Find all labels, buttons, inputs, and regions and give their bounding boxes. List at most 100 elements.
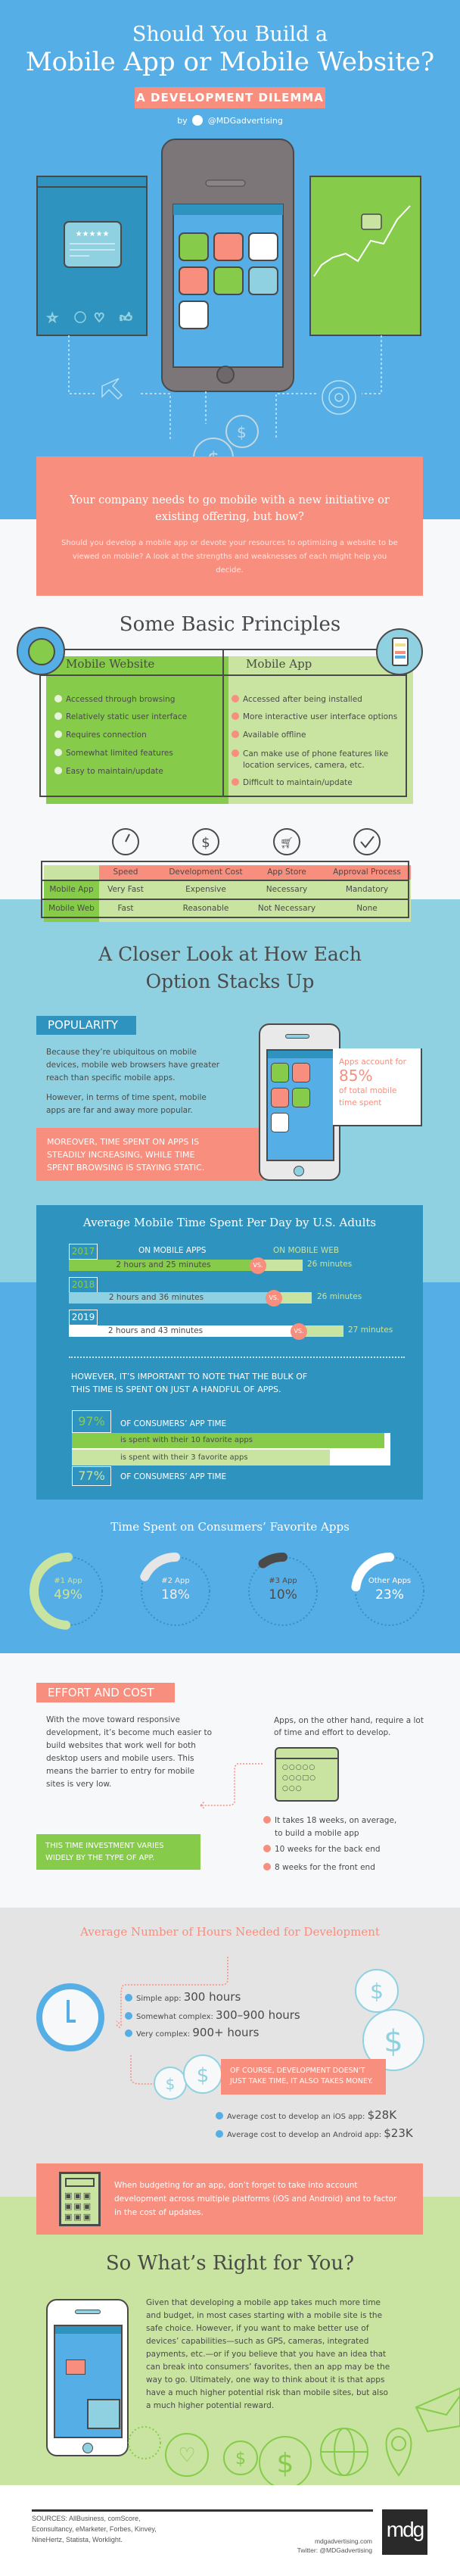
share-bar-97: is spent with their 10 favorite apps: [72, 1433, 384, 1448]
calculator-icon: ▣▣▣ ▣▣▣ ▣▣▣: [59, 2172, 101, 2226]
check-icon: [54, 730, 62, 738]
calendar-icon: ○○○○○ ○○○□○ ○○○: [275, 1747, 339, 1802]
app-item: Can make use of phone features like loca…: [232, 749, 402, 771]
dollar-icon: [192, 828, 219, 855]
svg-text:$: $: [237, 423, 247, 441]
cell: Very Fast: [107, 885, 144, 894]
col-speed: Speed: [113, 867, 138, 877]
donut-value: 18%: [161, 1587, 190, 1603]
pct-77: 77%: [72, 1466, 111, 1486]
title-line2: Mobile App or Mobile Website?: [25, 47, 435, 77]
website-heading: Mobile Website: [66, 657, 155, 671]
growth-chart-icon: [313, 205, 411, 277]
row-label: Mobile Web: [48, 904, 95, 913]
svg-text:$: $: [197, 2064, 210, 2087]
website-link[interactable]: mdgadvertising.com: [314, 2537, 372, 2545]
svg-text:$: $: [384, 2024, 402, 2059]
donut-arc: [258, 1553, 288, 1568]
apps-bar-2018: 2 hours and 36 minutes: [69, 1292, 274, 1304]
stat-callout: Apps account for 85% of total mobile tim…: [333, 1048, 422, 1126]
check-icon: [54, 712, 62, 720]
comparison-icons: $ 🛒︎: [112, 828, 381, 855]
conclusion-body: Given that developing a mobile app takes…: [146, 2298, 390, 2410]
bullet-icon: [232, 749, 239, 757]
cell: Expensive: [185, 885, 226, 894]
col-dev-cost: Development Cost: [169, 867, 243, 877]
svg-text:$: $: [277, 2448, 294, 2479]
effort-bullet: 10 weeks for the back end: [263, 1845, 381, 1854]
twitter-handle[interactable]: @MDGadvertising: [207, 116, 283, 126]
donut-value: 49%: [54, 1587, 82, 1603]
share-bar-77: is spent with their 3 favorite apps: [72, 1450, 330, 1466]
money-note: OF COURSE, DEVELOPMENT DOESN’T JUST TAKE…: [221, 2059, 386, 2095]
donut-arc: [30, 1553, 73, 1630]
twitter-link[interactable]: Twitter: @MDGadvertising: [297, 2546, 372, 2554]
hours-item: Simple app: 300 hours: [125, 1990, 241, 2004]
favorites-title: Time Spent on Consumers’ Favorite Apps: [110, 1520, 350, 1534]
thumbs-up-icon: 👍︎: [120, 310, 132, 325]
stat-value: 85%: [339, 1067, 373, 1085]
conclusion-title: So What’s Right for You?: [105, 2252, 355, 2275]
website-item: Relatively static user interface: [54, 712, 187, 721]
check-icon: [263, 1845, 271, 1852]
phone-icon: [376, 628, 423, 675]
app-item: Accessed after being installed: [232, 695, 362, 704]
hero-illustration: ★★★★★ ☆♡👍︎ $$$: [36, 139, 421, 492]
hours-title: Average Number of Hours Needed for Devel…: [80, 1925, 380, 1939]
check-icon: [125, 2029, 132, 2037]
location-pin-icon: [385, 2427, 412, 2477]
donut-label: #1 App: [54, 1577, 82, 1585]
apps-label: ON MOBILE APPS: [138, 1246, 207, 1255]
budget-box: ▣▣▣ ▣▣▣ ▣▣▣ When budgeting for an app, don…: [36, 2163, 423, 2235]
app-heading: Mobile App: [246, 657, 312, 671]
cost-item: Average cost to develop an Android app: …: [216, 2126, 413, 2140]
check-icon: [263, 1816, 271, 1824]
cursor-icon: [101, 378, 123, 400]
time-spent-title: Average Mobile Time Spent Per Day by U.S…: [82, 1216, 377, 1229]
donut-arc: [140, 1553, 180, 1581]
vs-badge: VS.: [250, 1257, 266, 1274]
bullet-icon: [232, 695, 239, 702]
dotted-connector: [116, 1957, 228, 2085]
share-label: OF CONSUMERS’ APP TIME: [120, 1472, 227, 1481]
closer-title-line1: A Closer Look at How Each: [98, 943, 362, 965]
cell: Fast: [117, 904, 134, 913]
donut-value: 10%: [269, 1587, 297, 1603]
year-2018: 2018: [69, 1277, 98, 1293]
website-item: Somewhat limited features: [54, 749, 173, 758]
favorites-donuts: [30, 1553, 424, 1630]
website-item: Easy to maintain/update: [54, 767, 163, 776]
popularity-callout: MOREOVER, TIME SPENT ON APPS IS STEADILY…: [36, 1128, 263, 1181]
col-app-store: App Store: [267, 867, 306, 877]
donut-label: Other Apps: [368, 1577, 412, 1585]
website-item: Accessed through browsing: [54, 695, 175, 704]
principles-title: Some Basic Principles: [119, 613, 341, 636]
check-icon: [54, 767, 62, 774]
cell: Mandatory: [345, 885, 389, 894]
apps-bar-2017: 2 hours and 25 minutes: [69, 1260, 258, 1271]
web-value-2017: 26 minutes: [307, 1260, 353, 1269]
cell: Not Necessary: [257, 904, 316, 913]
coins-icon: $$$ $: [154, 1969, 424, 2100]
svg-text:$: $: [235, 2450, 246, 2469]
star-icon: ☆: [47, 310, 58, 325]
video-icon: [66, 2360, 85, 2375]
subtitle-badge: A DEVELOPMENT DILEMMA: [135, 87, 325, 108]
donut-label: #2 App: [161, 1577, 190, 1585]
popularity-tag: POPULARITY: [36, 1016, 136, 1035]
vs-badge: VS.: [291, 1323, 307, 1340]
effort-left-text: With the move toward responsive developm…: [46, 1715, 213, 1789]
app-item: Difficult to maintain/update: [232, 778, 353, 787]
heart-icon: ♡: [94, 310, 104, 325]
svg-text:★★★★★: ★★★★★: [76, 230, 110, 238]
svg-text:$: $: [166, 2075, 176, 2093]
effort-right-text: Apps, on the other hand, require a lot o…: [274, 1716, 424, 1737]
svg-text:♡: ♡: [178, 2444, 195, 2467]
envelope-icon: [415, 2387, 460, 2433]
donut-arc: [351, 1553, 394, 1592]
effort-callout: THIS TIME INVESTMENT VARIES WIDELY BY TH…: [36, 1834, 200, 1870]
effort-bullet: 8 weeks for the front end: [263, 1863, 375, 1872]
web-value-2019: 27 minutes: [348, 1325, 393, 1335]
byline: by @MDGadvertising: [0, 115, 460, 126]
web-value-2018: 26 minutes: [317, 1292, 362, 1301]
